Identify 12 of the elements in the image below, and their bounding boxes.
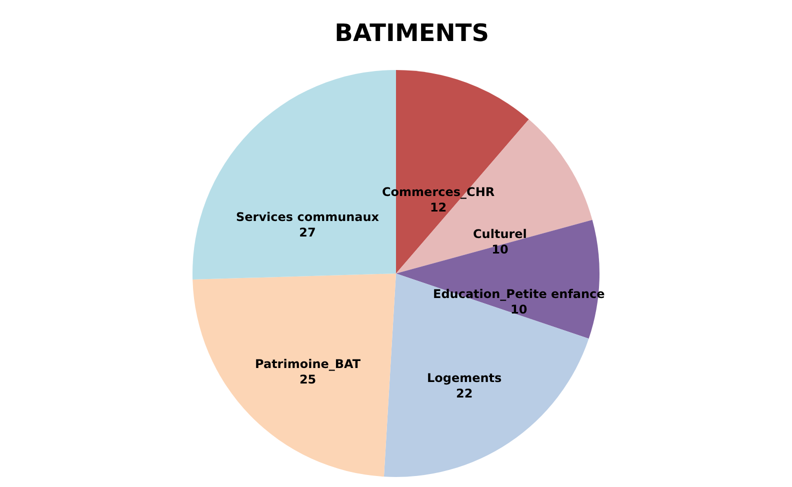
- chart-title: BATIMENTS: [334, 19, 490, 48]
- data-label: 12: [430, 200, 447, 215]
- slice-label: Culturel: [473, 227, 527, 241]
- slice-label: Patrimoine_BAT: [255, 357, 362, 371]
- data-label: 27: [299, 226, 316, 240]
- slice-label: Logements: [427, 371, 502, 385]
- data-label: 22: [456, 386, 473, 401]
- pie-slice: [192, 274, 396, 477]
- data-label: 10: [510, 302, 528, 317]
- data-label: 10: [492, 242, 508, 257]
- slice-label: Services communaux: [236, 210, 380, 224]
- data-label: 25: [299, 372, 316, 387]
